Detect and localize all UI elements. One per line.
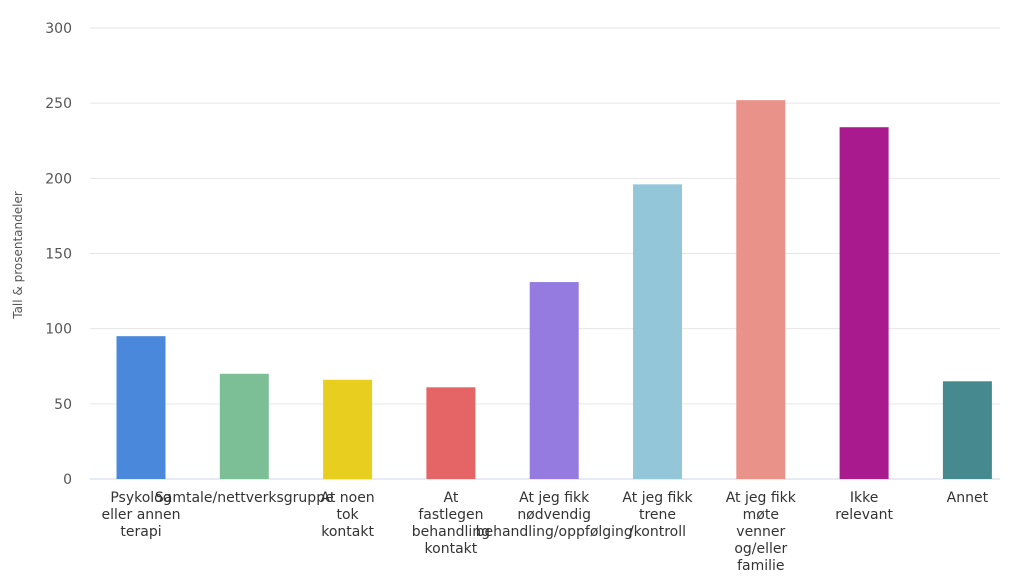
bar[interactable] [736, 100, 786, 479]
x-tick-label-line: At jeg fikk [519, 490, 590, 506]
x-tick-label-line: kontakt [321, 524, 374, 540]
y-tick-label: 150 [45, 247, 72, 263]
x-tick-label: Psykolog eller annen terapi [101, 490, 180, 540]
bars [116, 100, 992, 479]
x-tick-label-line: møte [743, 507, 779, 523]
x-tick-label-line: fastlegen [418, 507, 483, 523]
x-tick-label: At jeg fikk nødvendig behandling/oppfølgin… [476, 490, 633, 540]
y-tick-label: 200 [45, 171, 72, 187]
x-tick-label-line: At [443, 490, 458, 506]
bar[interactable] [219, 373, 269, 479]
bar[interactable] [529, 282, 579, 479]
x-axis-labels: Psykolog eller annen terapiSamtale/nettver… [101, 490, 988, 574]
bar[interactable] [426, 387, 476, 479]
y-tick-label: 250 [45, 96, 72, 112]
x-tick-label: Ikke relevant [835, 490, 893, 523]
x-tick-label-line: At noen [320, 490, 374, 506]
bar[interactable] [942, 381, 992, 479]
x-tick-label-line: Annet [947, 490, 989, 506]
x-tick-label-line: tok [337, 507, 360, 523]
y-tick-label: 0 [63, 472, 72, 488]
x-tick-label-line: familie [737, 558, 784, 574]
x-tick-label-line: nødvendig [517, 507, 591, 523]
x-tick-label: At jeg fikk møte venner og/eller familie [726, 490, 797, 574]
x-tick-label-line: venner [736, 524, 785, 540]
y-tick-label: 50 [54, 397, 72, 413]
x-tick-label-line: behandling [412, 524, 490, 540]
x-tick-label: At fastlegen behandling kontakt [412, 490, 490, 557]
x-tick-label: Annet [947, 490, 989, 506]
x-tick-label-line: trene [639, 507, 676, 523]
x-tick-label-line: behandling/oppfølging [476, 524, 633, 540]
x-tick-label-line: eller annen [101, 507, 180, 523]
bar[interactable] [633, 184, 682, 479]
bar[interactable] [323, 379, 373, 479]
x-tick-label-line: kontakt [425, 541, 478, 557]
x-tick-label-line: At jeg fikk [726, 490, 797, 506]
x-tick-label-line: terapi [120, 524, 161, 540]
x-tick-label-line: At jeg fikk [622, 490, 693, 506]
bar[interactable] [116, 336, 166, 479]
bar[interactable] [839, 127, 889, 479]
x-tick-label-line: Ikke [850, 490, 878, 506]
y-axis-ticks: 0 50 100 150 200 250 300 [45, 21, 72, 488]
x-tick-label-line: og/eller [734, 541, 787, 557]
x-tick-label-line: Samtale/nettverksgruppe [155, 490, 334, 506]
y-axis-title: Tall & prosentandeler [11, 191, 25, 320]
x-tick-label-line: Psykolog [110, 490, 171, 506]
x-tick-label: At jeg fikk trene/kontroll [622, 490, 693, 540]
x-tick-label-line: /kontroll [629, 524, 686, 540]
y-tick-label: 100 [45, 322, 72, 338]
x-tick-label: Samtale/nettverksgruppe [155, 490, 334, 506]
y-tick-label: 300 [45, 21, 72, 37]
x-tick-label: At noen tok kontakt [320, 490, 374, 540]
x-tick-label-line: relevant [835, 507, 893, 523]
